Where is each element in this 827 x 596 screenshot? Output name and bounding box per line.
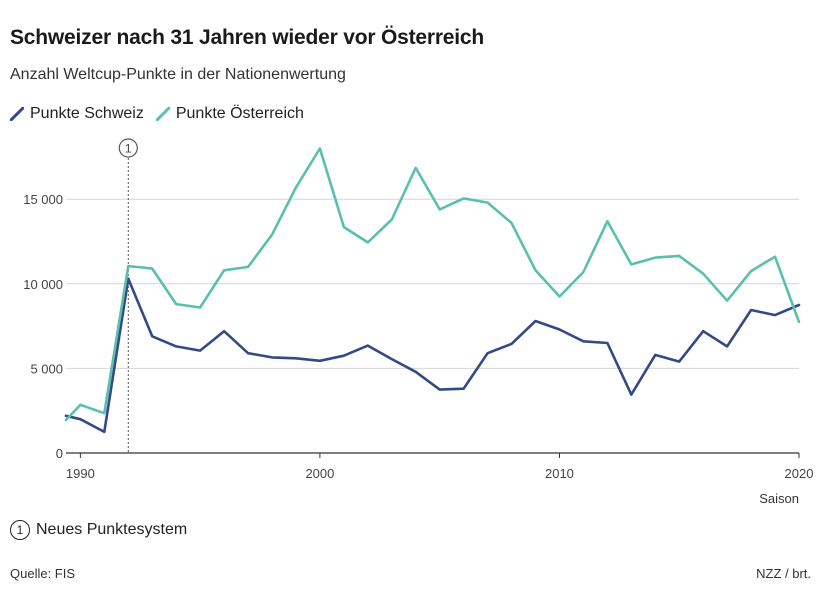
footnote: 1 Neues Punktesystem	[10, 520, 187, 540]
x-axis-label: Saison	[759, 491, 799, 506]
legend-label-schweiz: Punkte Schweiz	[30, 105, 144, 122]
footnote-marker-icon: 1	[10, 520, 30, 540]
footnote-text: Neues Punktesystem	[36, 521, 188, 538]
series-line-schweiz	[64, 277, 801, 434]
source-note: Quelle: FIS	[10, 566, 76, 581]
chart-title: Schweizer nach 31 Jahren wieder vor Öste…	[10, 26, 485, 49]
y-tick-label: 10 000	[23, 277, 63, 292]
x-tick-label: 1990	[66, 466, 95, 481]
x-tick-label: 2010	[545, 466, 574, 481]
annotation-label: 1	[125, 142, 132, 156]
chart-subtitle: Anzahl Weltcup-Punkte in der Nationenwer…	[10, 66, 346, 83]
legend-label-oesterreich: Punkte Österreich	[175, 105, 304, 122]
legend-item-oesterreich: Punkte Österreich	[155, 105, 304, 123]
x-tick-label: 2000	[305, 466, 334, 481]
annotation-marker-icon	[118, 138, 138, 158]
legend-item-schweiz: Punkte Schweiz	[10, 105, 144, 123]
chart-legend: Punkte Schweiz Punkte Österreich	[10, 105, 316, 123]
y-tick-label: 0	[56, 446, 63, 461]
y-tick-label: 5 000	[30, 361, 63, 376]
x-tick-label: 2020	[785, 466, 814, 481]
legend-swatch-oesterreich-icon	[155, 107, 170, 121]
y-tick-label: 15 000	[23, 192, 63, 207]
credit-note: NZZ / brt.	[756, 566, 811, 581]
legend-swatch-schweiz-icon	[10, 107, 24, 121]
series-line-oesterreich	[64, 147, 801, 422]
